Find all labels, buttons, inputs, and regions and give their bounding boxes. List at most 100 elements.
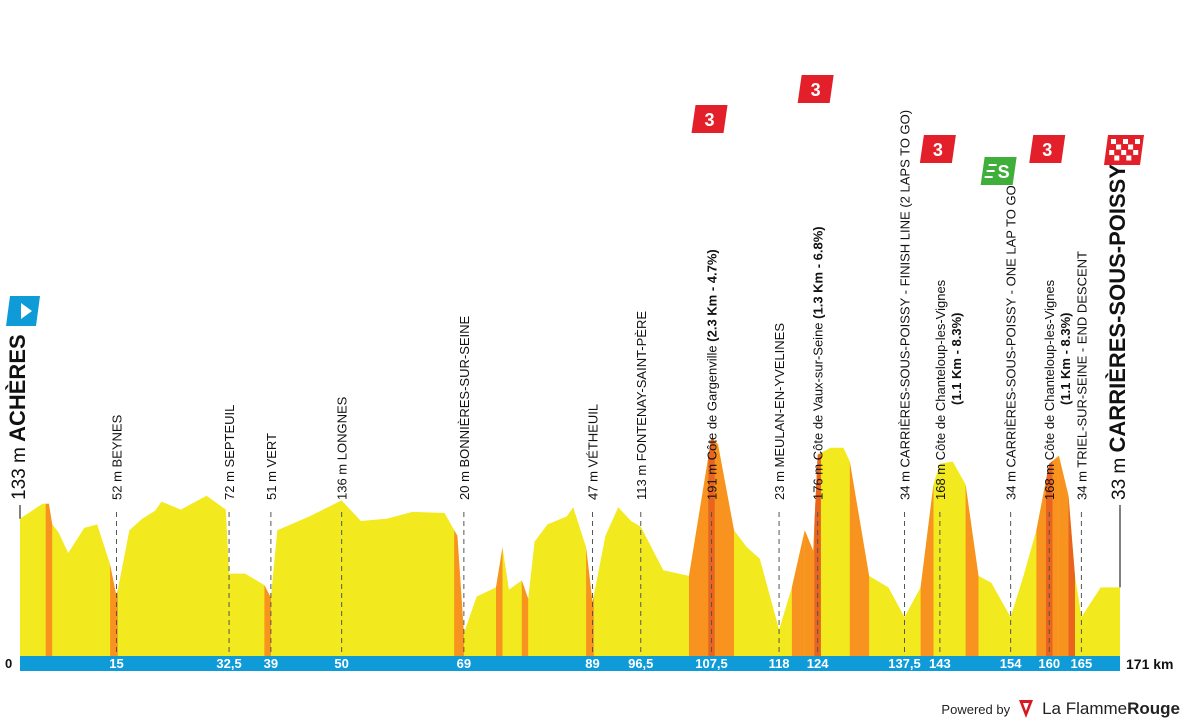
kom-badge: 3 — [1029, 135, 1066, 163]
climb-band — [264, 585, 271, 656]
waypoint-text: 34 m CARRIÈRES-SOUS-POISSY - FINISH LINE… — [898, 110, 913, 500]
waypoint-name: LONGNES — [335, 396, 350, 460]
waypoint-label: 33 m CARRIÈRES-SOUS-POISSY — [1105, 164, 1130, 500]
climb-band — [849, 461, 870, 656]
waypoint-text: 51 m VERT — [264, 433, 279, 500]
waypoint-text: 133 m ACHÈRES — [5, 334, 30, 500]
waypoint-label: 20 m BONNIÈRES-SUR-SEINE — [457, 315, 472, 500]
finish-flag-icon — [1104, 135, 1144, 165]
waypoint-altitude: 51 m — [264, 467, 279, 500]
waypoint-text: 23 m MEULAN-EN-YVELINES — [772, 323, 787, 500]
tick-label: 160 — [1038, 656, 1060, 671]
finish-flag-check — [1133, 150, 1139, 155]
kom-badge-label: 3 — [1042, 140, 1052, 160]
waypoint-text: 20 m BONNIÈRES-SUR-SEINE — [457, 315, 472, 500]
waypoint-name: VERT — [264, 433, 279, 467]
tick-label: 32,5 — [216, 656, 241, 671]
waypoint-altitude: 34 m — [1004, 467, 1019, 500]
waypoint-altitude: 72 m — [222, 467, 237, 500]
powered-by-text: Powered by — [941, 701, 1011, 717]
waypoint-climb-detail: (1.1 Km - 8.3%) — [1058, 313, 1073, 405]
distance-tick-labels: 0 15 32,5 39 50 69 89 96,5 107,5 118 124 137,5 143 15… — [5, 656, 1173, 672]
waypoint-label: 113 m FONTENAY-SAINT-PÈRE — [634, 311, 649, 500]
kom-badge-label: 3 — [705, 110, 715, 130]
waypoint-altitude: 176 m — [811, 460, 826, 500]
waypoint-name: FONTENAY-SAINT-PÈRE — [634, 311, 649, 462]
waypoint-name: BEYNES — [109, 414, 124, 467]
sprint-badge: S — [980, 157, 1017, 185]
climb-band — [920, 484, 934, 656]
sprint-badge-label: S — [998, 162, 1010, 182]
waypoint-label: 47 m VÉTHEUIL — [586, 404, 601, 500]
tick-label: 39 — [264, 656, 278, 671]
kom-badge-label: 3 — [811, 80, 821, 100]
waypoint-text: 168 m Côte de Chanteloup-les-Vignes — [933, 279, 948, 500]
distance-total-label: 171 km — [1126, 656, 1173, 672]
tick-label: 154 — [1000, 656, 1022, 671]
flamme-rouge-logo-icon — [1019, 700, 1034, 718]
waypoint-markers — [19, 505, 1121, 656]
start-flag-icon — [6, 296, 40, 326]
tick-label: 107,5 — [695, 656, 728, 671]
climb-band — [965, 484, 979, 656]
waypoint-altitude: 168 m — [1042, 460, 1057, 500]
waypoint-label: 34 m TRIEL-SUR-SEINE - END DESCENT — [1074, 251, 1089, 500]
tick-label: 96,5 — [628, 656, 653, 671]
waypoint-label: 168 m Côte de Chanteloup-les-Vignes (1.1 … — [933, 279, 964, 500]
waypoint-text: 34 m TRIEL-SUR-SEINE - END DESCENT — [1074, 251, 1089, 500]
waypoint-altitude: 47 m — [586, 467, 601, 500]
waypoint-altitude: 133 m — [9, 442, 30, 500]
kom-badge: 3 — [691, 105, 728, 133]
waypoint-altitude: 20 m — [457, 467, 472, 500]
climb-band — [711, 437, 734, 656]
waypoint-altitude: 168 m — [933, 460, 948, 500]
tick-label: 15 — [109, 656, 123, 671]
finish-flag-check — [1135, 139, 1140, 144]
kom-badge-flag — [1029, 135, 1066, 163]
kom-badge-label: 3 — [933, 140, 943, 160]
waypoint-altitude: 191 m — [705, 460, 720, 500]
waypoint-labels: 133 m ACHÈRES 52 m BEYNES 72 m SEPTEUIL 51 … — [5, 110, 1130, 500]
waypoint-text: 191 m Côte de Gargenville (2.3 Km - 4.7%… — [705, 249, 720, 500]
waypoint-text: 33 m CARRIÈRES-SOUS-POISSY — [1105, 164, 1130, 500]
waypoint-altitude: 113 m — [634, 461, 649, 500]
waypoint-name: BONNIÈRES-SUR-SEINE — [457, 315, 472, 467]
tick-label: 69 — [457, 656, 471, 671]
climb-bands — [45, 437, 1075, 656]
waypoint-altitude: 52 m — [109, 467, 124, 500]
tick-label: 165 — [1071, 656, 1093, 671]
waypoint-text: 34 m CARRIÈRES-SOUS-POISSY - ONE LAP TO … — [1004, 185, 1019, 500]
tick-label: 118 — [769, 656, 790, 671]
credit: Powered by La FlammeRouge — [941, 699, 1180, 719]
finish-flag-check — [1116, 144, 1122, 150]
climb-band — [110, 564, 118, 656]
climb-band — [791, 530, 805, 656]
tick-label: 0 — [5, 656, 12, 671]
category-badges: 3 3 3 3 S — [6, 75, 1144, 326]
profile-area — [20, 437, 1120, 656]
finish-flag-check — [1109, 150, 1115, 155]
finish-flag-check — [1111, 139, 1116, 144]
kom-badge-flag — [919, 135, 956, 163]
waypoint-label: 133 m ACHÈRES — [5, 334, 30, 500]
waypoint-text: 52 m BEYNES — [109, 414, 124, 500]
waypoint-altitude: 34 m — [898, 467, 913, 500]
kom-badge-flag — [797, 75, 834, 103]
waypoint-text: 113 m FONTENAY-SAINT-PÈRE — [634, 311, 649, 500]
finish-flag-check — [1114, 155, 1120, 161]
waypoint-altitude: 34 m — [1074, 468, 1089, 500]
waypoint-label: 72 m SEPTEUIL — [222, 405, 237, 500]
waypoint-label: 23 m MEULAN-EN-YVELINES — [772, 323, 787, 500]
climb-steep-band — [1068, 495, 1075, 656]
waypoint-text: 176 m Côte de Vaux-sur-Seine (1.3 Km - 6… — [811, 226, 826, 500]
finish-flag-check — [1128, 144, 1134, 150]
climb-band — [521, 580, 529, 656]
climb-band — [496, 547, 503, 656]
kom-badge: 3 — [919, 135, 956, 163]
waypoint-name: VÉTHEUIL — [586, 404, 601, 468]
kom-badge: 3 — [797, 75, 834, 103]
waypoint-climb-detail: (2.3 Km - 4.7%) — [705, 249, 720, 345]
brand-name-part-b: Rouge — [1127, 699, 1180, 718]
waypoint-text: 72 m SEPTEUIL — [222, 405, 237, 500]
